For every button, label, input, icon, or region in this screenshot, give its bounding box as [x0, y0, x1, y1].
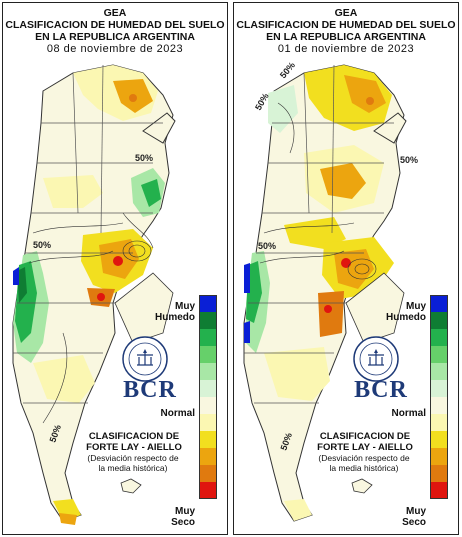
classification-note: (Desviación respecto de la media históric… — [87, 453, 179, 473]
map-title: GEA — [334, 7, 358, 19]
legend-swatch — [199, 380, 217, 397]
contour-label: 50% — [278, 60, 297, 80]
contour-label: 50% — [33, 240, 51, 250]
legend-swatch — [430, 346, 448, 363]
legend-swatch — [199, 448, 217, 465]
map-date: 08 de noviembre de 2023 — [46, 43, 184, 55]
legend-swatch — [430, 295, 448, 312]
legend-swatch — [430, 414, 448, 431]
legend-swatch — [199, 397, 217, 414]
legend-label-wet: Muy Humedo — [386, 301, 426, 323]
map-date: 01 de noviembre de 2023 — [277, 43, 415, 55]
legend-swatch — [199, 414, 217, 431]
legend-swatch — [199, 363, 217, 380]
map-region: EN LA REPUBLICA ARGENTINA — [35, 31, 195, 43]
contour-label: 50% — [258, 241, 276, 251]
legend-label-normal: Normal — [160, 408, 195, 419]
legend-swatch — [430, 380, 448, 397]
legend-swatch — [430, 312, 448, 329]
classification-note: (Desviación respecto de la media históric… — [318, 453, 410, 473]
color-legend — [199, 295, 217, 499]
argentina-soil-moisture-map: 50% 50% 50% 50% 50% — [243, 60, 418, 522]
legend-swatch — [430, 329, 448, 346]
classification-title: CLASIFICACION DE FORTE LAY - AIELLO — [86, 431, 182, 453]
legend-swatch — [430, 431, 448, 448]
classification-title: CLASIFICACION DE FORTE LAY - AIELLO — [317, 431, 413, 453]
bcr-logo: BCR — [123, 377, 177, 403]
legend-swatch — [199, 465, 217, 482]
legend-swatch — [430, 448, 448, 465]
legend-swatch — [430, 482, 448, 499]
legend-swatch — [199, 346, 217, 363]
legend-swatch — [199, 482, 217, 499]
contour-label: 50% — [135, 153, 153, 163]
map-subtitle: CLASIFICACION DE HUMEDAD DEL SUELO — [236, 19, 456, 31]
bolsa-de-comercio-seal-icon — [122, 336, 168, 382]
legend-swatch — [430, 465, 448, 482]
argentina-soil-moisture-map: 50% 50% 50% — [12, 64, 176, 525]
bolsa-de-comercio-seal-icon — [353, 336, 399, 382]
legend-label-normal: Normal — [391, 408, 426, 419]
map-region: EN LA REPUBLICA ARGENTINA — [266, 31, 426, 43]
soil-moisture-map-panel: 50% 50% 50% GEA CLASIFICACION DE HUMEDAD… — [2, 2, 228, 535]
legend-swatch — [199, 312, 217, 329]
map-title: GEA — [103, 7, 127, 19]
soil-moisture-map-panel: 50% 50% 50% 50% 50% GEA CLASIFICACION DE… — [233, 2, 459, 535]
color-legend — [430, 295, 448, 499]
contour-label: 50% — [400, 155, 418, 165]
map-subtitle: CLASIFICACION DE HUMEDAD DEL SUELO — [5, 19, 225, 31]
legend-swatch — [199, 431, 217, 448]
legend-swatch — [430, 397, 448, 414]
legend-label-dry: Muy Seco — [402, 506, 426, 528]
legend-label-dry: Muy Seco — [171, 506, 195, 528]
legend-swatch — [199, 295, 217, 312]
legend-swatch — [430, 363, 448, 380]
legend-label-wet: Muy Humedo — [155, 301, 195, 323]
bcr-logo: BCR — [354, 377, 408, 403]
legend-swatch — [199, 329, 217, 346]
